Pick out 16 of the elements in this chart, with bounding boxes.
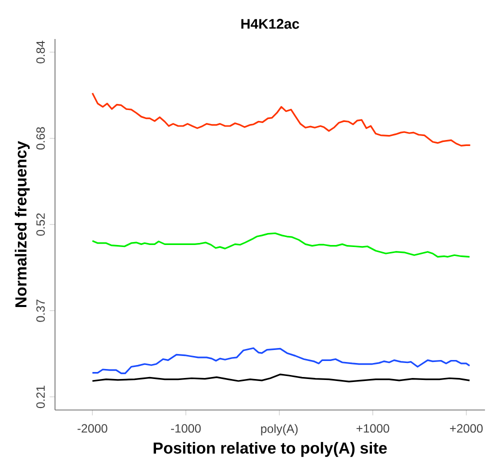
y-tick-label: 0.52 — [36, 213, 45, 236]
line-series — [92, 374, 470, 382]
y-tick-label: 0.84 — [36, 40, 45, 64]
line-series — [92, 347, 470, 374]
y-tick-label: 0.37 — [36, 300, 45, 322]
y-axis-title: Normalized frequency — [14, 141, 30, 307]
x-tick-label: +2000 — [450, 424, 483, 433]
x-tick-label: poly(A) — [261, 424, 298, 436]
y-tick-label: 0.68 — [36, 127, 45, 150]
chart-title: H4K12ac — [241, 18, 300, 29]
x-tick-label: -1000 — [171, 424, 201, 433]
x-tick-label: +1000 — [356, 424, 390, 433]
x-tick-label: -2000 — [78, 424, 108, 433]
line-series — [92, 92, 472, 146]
y-tick-label: 0.21 — [36, 386, 45, 408]
x-axis-title: Position relative to poly(A) site — [154, 442, 387, 457]
